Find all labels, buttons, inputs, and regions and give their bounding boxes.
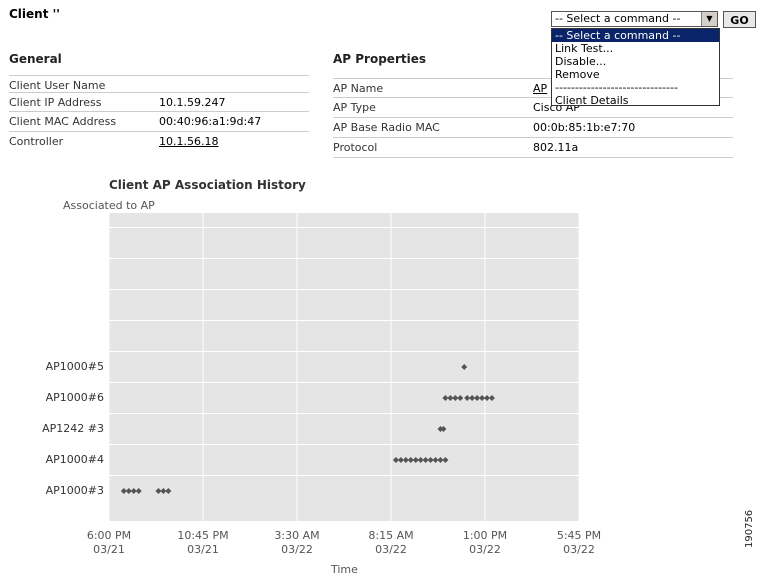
command-option-separator: ------------------------------- bbox=[555, 81, 679, 94]
data-point bbox=[479, 395, 486, 401]
command-select-value: -- Select a command -- bbox=[555, 12, 681, 25]
data-point bbox=[165, 488, 172, 494]
data-point bbox=[427, 457, 434, 463]
command-option-select[interactable]: -- Select a command -- bbox=[552, 29, 719, 42]
command-select[interactable]: -- Select a command -- ▼ bbox=[551, 11, 718, 27]
ap-name-link[interactable]: AP bbox=[533, 82, 548, 95]
y-tick-label: AP1000#6 bbox=[45, 391, 104, 404]
data-point bbox=[464, 395, 471, 401]
general-value: 10.1.59.247 bbox=[159, 96, 226, 109]
data-point bbox=[412, 457, 419, 463]
x-tick-label: 8:15 AM 03/22 bbox=[368, 529, 414, 556]
go-button[interactable]: GO bbox=[723, 11, 756, 28]
data-point bbox=[407, 457, 414, 463]
ap-label: AP Type bbox=[333, 101, 376, 114]
x-tick-label: 5:45 PM 03/22 bbox=[556, 529, 602, 556]
ap-label: AP Base Radio MAC bbox=[333, 121, 440, 134]
general-label: Client IP Address bbox=[9, 96, 102, 109]
data-point bbox=[392, 457, 399, 463]
ap-section-title: AP Properties bbox=[333, 52, 426, 66]
data-point bbox=[469, 395, 476, 401]
general-label: Controller bbox=[9, 135, 64, 148]
command-option-client-details[interactable]: Client Details bbox=[555, 94, 629, 107]
general-section-title: General bbox=[9, 52, 62, 66]
x-tick-label: 10:45 PM 03/21 bbox=[177, 529, 229, 556]
ap-row-protocol: Protocol 802.11a bbox=[333, 137, 733, 158]
data-point bbox=[442, 457, 449, 463]
data-point bbox=[452, 395, 459, 401]
data-point bbox=[440, 426, 447, 432]
x-tick-label: 3:30 AM 03/22 bbox=[274, 529, 320, 556]
data-point bbox=[447, 395, 454, 401]
ap-value: 802.11a bbox=[533, 141, 579, 154]
ap-label: Protocol bbox=[333, 141, 378, 154]
general-row-user-name: Client User Name bbox=[9, 75, 309, 95]
command-dropdown-list: -- Select a command -- Link Test... Disa… bbox=[551, 28, 720, 107]
data-point bbox=[160, 488, 167, 494]
chart-x-axis-label: Time bbox=[331, 563, 358, 576]
data-point bbox=[461, 364, 468, 370]
data-point bbox=[432, 457, 439, 463]
data-point bbox=[488, 395, 495, 401]
data-point bbox=[402, 457, 409, 463]
ap-label: AP Name bbox=[333, 82, 384, 95]
general-row-ip: Client IP Address 10.1.59.247 bbox=[9, 92, 309, 112]
data-point bbox=[417, 457, 424, 463]
general-row-controller: Controller 10.1.56.18 bbox=[9, 131, 309, 151]
page-title: Client '' bbox=[9, 7, 60, 21]
command-option-remove[interactable]: Remove bbox=[555, 68, 600, 81]
data-point bbox=[422, 457, 429, 463]
data-point bbox=[483, 395, 490, 401]
chart-title: Client AP Association History bbox=[109, 178, 306, 192]
y-tick-label: AP1000#4 bbox=[45, 453, 104, 466]
ap-value: 00:0b:85:1b:e7:70 bbox=[533, 121, 636, 134]
ap-row-radio-mac: AP Base Radio MAC 00:0b:85:1b:e7:70 bbox=[333, 117, 733, 137]
data-point bbox=[120, 488, 127, 494]
command-option-link-test[interactable]: Link Test... bbox=[555, 42, 614, 55]
plot-area bbox=[109, 213, 579, 521]
general-value: 00:40:96:a1:9d:47 bbox=[159, 115, 262, 128]
command-option-disable[interactable]: Disable... bbox=[555, 55, 607, 68]
y-tick-label: AP1242 #3 bbox=[42, 422, 104, 435]
general-label: Client MAC Address bbox=[9, 115, 117, 128]
chart-y-axis-label: Associated to AP bbox=[63, 199, 155, 212]
data-point bbox=[135, 488, 142, 494]
data-point bbox=[437, 457, 444, 463]
data-point bbox=[457, 395, 464, 401]
data-point bbox=[442, 395, 449, 401]
data-point bbox=[130, 488, 137, 494]
ap-row-name: AP Name AP bbox=[333, 78, 733, 98]
figure-code: 190756 bbox=[744, 509, 755, 548]
chevron-down-icon[interactable]: ▼ bbox=[701, 12, 717, 26]
y-tick-label: AP1000#5 bbox=[45, 360, 104, 373]
data-point bbox=[125, 488, 132, 494]
controller-link[interactable]: 10.1.56.18 bbox=[159, 135, 219, 148]
general-row-mac: Client MAC Address 00:40:96:a1:9d:47 bbox=[9, 111, 309, 131]
x-tick-label: 1:00 PM 03/22 bbox=[462, 529, 508, 556]
data-point bbox=[155, 488, 162, 494]
general-label: Client User Name bbox=[9, 79, 106, 92]
data-point bbox=[474, 395, 481, 401]
y-tick-label: AP1000#3 bbox=[45, 484, 104, 497]
data-point bbox=[397, 457, 404, 463]
x-tick-label: 6:00 PM 03/21 bbox=[86, 529, 132, 556]
